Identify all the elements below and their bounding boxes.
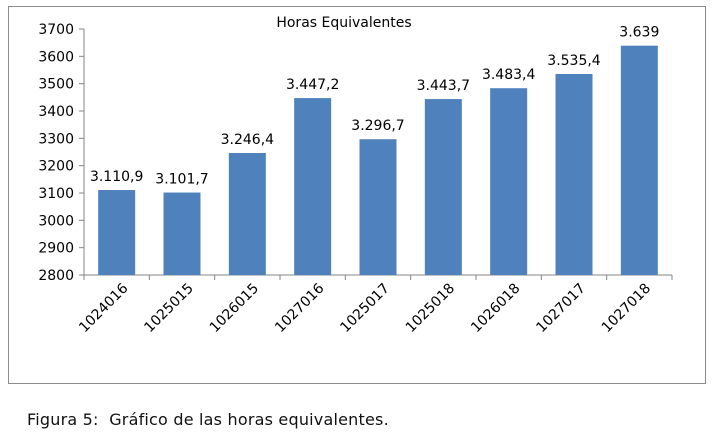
data-label: 3.296,7 [351,118,404,134]
y-tick-label: 2800 [38,268,74,284]
x-tick-label: 1027017 [533,281,588,336]
bar-chart: Horas Equivalentes 2800 2900 3000 3100 3200 3… [38,15,673,336]
bar [555,73,593,276]
x-tick-label: 1026015 [207,281,262,336]
y-tick-label: 3200 [38,159,74,175]
data-label: 3.246,4 [221,132,275,148]
data-label: 3.101,7 [155,172,208,188]
x-tick-label: 1025017 [337,281,392,336]
data-label: 3.639 [619,25,659,41]
y-tick-label: 3100 [38,186,74,202]
figure-caption-label: Figura 5: [27,410,99,429]
y-tick-label: 3300 [38,131,74,147]
y-tick-label: 3500 [38,77,74,93]
bars [98,45,658,276]
figure-caption-text: Gráfico de las horas equivalentes. [109,410,389,429]
data-label: 3.447,2 [286,77,339,93]
bar [294,98,332,275]
x-tick-label: 1024016 [76,280,131,335]
x-tick-label: 1027016 [272,280,327,335]
bar [98,190,136,275]
y-tick-label: 2900 [38,241,74,257]
data-labels: 3.110,9 3.101,7 3.246,4 3.447,2 3.296,7 3.443… [90,25,659,188]
bar [490,88,528,275]
x-axis: 1024016 1025015 1026015 1027016 1025017 10250… [76,274,673,336]
bar [359,139,397,275]
bar [620,45,658,275]
y-tick-label: 3400 [38,104,74,120]
chart-title: Horas Equivalentes [276,15,411,31]
data-label: 3.443,7 [417,78,470,94]
figure-caption: Figura 5: Gráfico de las horas equivalen… [27,410,389,429]
x-tick-label: 1027018 [599,281,654,336]
bar [424,99,462,276]
data-label: 3.535,4 [547,53,601,69]
x-tick-label: 1025015 [141,281,196,336]
data-label: 3.483,4 [482,67,536,83]
y-tick-label: 3700 [38,22,74,38]
x-tick-label: 1025018 [403,281,458,336]
x-tick-label: 1026018 [468,281,523,336]
y-tick-label: 3600 [38,49,74,65]
bar [163,192,201,275]
data-label: 3.110,9 [90,169,143,185]
y-tick-label: 3000 [38,213,74,229]
bar [228,152,266,275]
y-axis: 2800 2900 3000 3100 3200 3300 3400 3500 3600 3700 [38,22,85,284]
